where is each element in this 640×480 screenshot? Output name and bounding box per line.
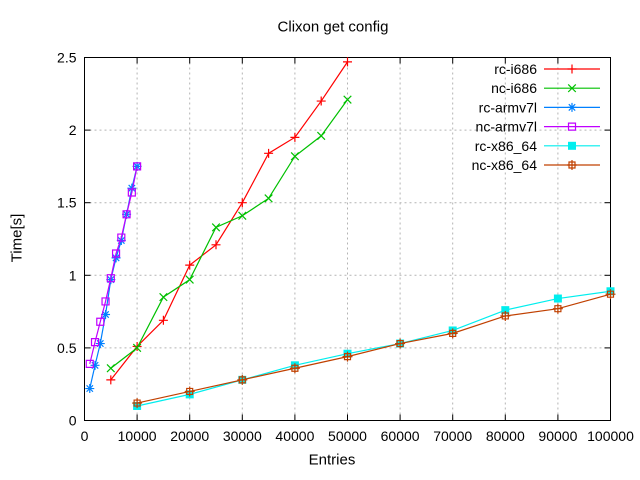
series-rc-armv7l-marker xyxy=(127,183,137,193)
series-nc-armv7l-marker xyxy=(90,337,100,347)
x-tick-label: 90000 xyxy=(538,428,577,444)
series-nc-x86_64-marker xyxy=(395,338,406,349)
series-nc-x86_64-marker xyxy=(552,303,563,314)
series-nc-i686-marker xyxy=(106,364,116,373)
series-nc-armv7l-marker xyxy=(106,274,115,283)
legend-label-nc-i686: nc-i686 xyxy=(491,80,537,96)
series-nc-armv7l-marker xyxy=(111,249,121,258)
series-nc-i686-marker xyxy=(238,211,247,220)
legend-sample-marker-rc-armv7l xyxy=(567,102,577,112)
series-rc-i686-marker xyxy=(264,148,274,158)
series-rc-i686-marker xyxy=(185,260,195,270)
x-axis-label: Entries xyxy=(308,451,356,469)
series-nc-x86_64-marker xyxy=(500,310,511,321)
x-tick-label: 0 xyxy=(81,428,89,444)
y-tick-label: 0 xyxy=(69,413,77,429)
legend-sample-marker-nc-x86_64 xyxy=(567,160,577,170)
series-rc-i686-marker xyxy=(343,57,352,67)
x-tick-label: 30000 xyxy=(223,428,262,444)
series-rc-i686-marker xyxy=(106,375,116,385)
series-nc-armv7l-line xyxy=(89,166,138,365)
series-nc-i686-marker xyxy=(290,152,300,161)
x-tick-label: 60000 xyxy=(381,428,420,444)
series-nc-armv7l-marker xyxy=(122,210,131,219)
series-rc-armv7l-marker xyxy=(95,339,105,349)
series-rc-x86_64-marker xyxy=(553,294,562,303)
series-nc-x86_64-marker xyxy=(184,386,195,397)
legend-label-nc-armv7l: nc-armv7l xyxy=(476,119,537,135)
series-rc-i686-marker xyxy=(316,96,326,106)
chart-title: Clixon get config xyxy=(277,18,389,36)
series-rc-i686-marker xyxy=(211,240,221,250)
series-rc-armv7l-marker xyxy=(101,310,111,320)
y-tick-label: 2.5 xyxy=(57,50,77,66)
legend-sample-marker-nc-armv7l xyxy=(567,122,577,131)
x-tick-label: 40000 xyxy=(275,428,314,444)
series-rc-i686-marker xyxy=(158,315,168,325)
series-rc-i686-line xyxy=(110,61,348,381)
x-tick-label: 100000 xyxy=(587,428,634,444)
series-nc-armv7l-marker xyxy=(85,359,94,368)
series-nc-i686-marker xyxy=(185,275,194,284)
series-nc-armv7l-marker xyxy=(127,188,136,197)
y-tick-label: 1.5 xyxy=(57,195,77,211)
series-nc-armv7l-marker xyxy=(117,233,126,242)
series-rc-x86_64-line xyxy=(136,290,611,407)
series-rc-armv7l-marker xyxy=(111,253,121,263)
series-rc-armv7l-marker xyxy=(85,384,95,394)
series-nc-i686-marker xyxy=(264,194,273,203)
x-tick-label: 10000 xyxy=(118,428,157,444)
series-rc-i686-marker xyxy=(290,132,300,142)
series-nc-x86_64-marker xyxy=(289,363,300,374)
y-tick-label: 0.5 xyxy=(57,340,77,356)
x-tick-label: 50000 xyxy=(328,428,367,444)
legend-label-rc-i686: rc-i686 xyxy=(494,61,537,77)
x-tick-label: 80000 xyxy=(486,428,525,444)
series-rc-i686-marker xyxy=(237,198,247,208)
legend-sample-marker-rc-i686 xyxy=(567,64,577,74)
series-nc-armv7l-marker xyxy=(101,297,110,306)
series-nc-i686-line xyxy=(110,99,348,369)
legend-label-nc-x86_64: nc-x86_64 xyxy=(472,157,538,173)
x-tick-label: 20000 xyxy=(170,428,209,444)
series-rc-i686-marker xyxy=(132,341,142,351)
series-nc-i686-marker xyxy=(343,95,352,104)
series-nc-x86_64-line xyxy=(136,293,611,404)
legend-label-rc-armv7l: rc-armv7l xyxy=(479,99,537,115)
series-nc-i686-marker xyxy=(211,223,221,232)
series-rc-x86_64-marker xyxy=(501,306,510,315)
legend-label-rc-x86_64: rc-x86_64 xyxy=(475,138,537,154)
y-axis-label: Time[s] xyxy=(8,213,26,263)
series-nc-x86_64-marker xyxy=(132,398,143,409)
series-nc-x86_64-marker xyxy=(342,351,353,362)
y-tick-label: 2 xyxy=(69,122,77,138)
series-nc-x86_64-marker xyxy=(447,328,458,339)
series-nc-armv7l-marker xyxy=(96,317,105,326)
series-nc-x86_64-marker xyxy=(605,289,616,300)
legend-sample-marker-rc-x86_64 xyxy=(568,141,576,150)
legend-sample-marker-nc-i686 xyxy=(567,83,577,93)
series-nc-i686-marker xyxy=(159,292,168,302)
series-nc-i686-marker xyxy=(132,343,142,353)
x-tick-label: 70000 xyxy=(433,428,472,444)
series-nc-i686-marker xyxy=(316,131,326,141)
series-rc-armv7l-marker xyxy=(90,360,100,370)
series-nc-armv7l-marker xyxy=(133,162,142,171)
series-nc-x86_64-marker xyxy=(237,374,248,385)
y-tick-label: 1 xyxy=(69,267,77,283)
